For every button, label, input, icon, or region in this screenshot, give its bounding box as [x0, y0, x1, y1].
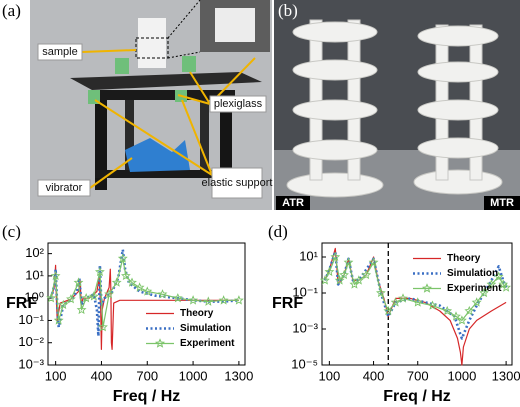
series-line [325, 252, 506, 339]
annotation: vibrator [46, 182, 83, 194]
y-tick-label: 10⁻¹ [18, 312, 44, 327]
y-tick-label: 10⁻³ [292, 320, 318, 335]
x-tick-label: 1300 [224, 368, 253, 383]
x-axis-label: Freq / Hz [113, 388, 181, 405]
disk [293, 60, 377, 80]
y-tick-label: 10⁻⁵ [291, 356, 318, 371]
disk [418, 62, 498, 82]
figure: sample plexiglass vibrator elastic suppo… [0, 0, 520, 407]
annotation: sample [42, 46, 77, 58]
disk [293, 140, 377, 160]
spring [182, 56, 196, 72]
y-tick-label: 10² [25, 245, 44, 260]
legend-label: Simulation [180, 323, 231, 334]
leg [200, 100, 209, 170]
disk [418, 26, 498, 46]
sample-shape [138, 18, 166, 68]
panel-b: ATR MTR (b) [274, 0, 520, 210]
disk [418, 100, 498, 120]
x-axis-label: Freq / Hz [383, 388, 451, 405]
y-tick-label: 10¹ [25, 267, 44, 282]
spring [115, 58, 129, 74]
y-tick-label: 10¹ [299, 248, 318, 263]
x-tick-label: 1000 [447, 368, 476, 383]
y-axis-label: FRF [272, 295, 303, 312]
y-axis-label: FRF [6, 295, 37, 312]
annotation: plexiglass [214, 98, 263, 110]
x-tick-label: 400 [363, 368, 385, 383]
disk [414, 170, 502, 194]
x-tick-label: 1300 [492, 368, 520, 383]
disk [418, 138, 498, 158]
panel-label: (d) [268, 222, 288, 241]
legend-label: Simulation [447, 268, 498, 279]
panel-label: (c) [2, 222, 21, 241]
x-tick-label: 400 [91, 368, 113, 383]
x-tick-label: 1000 [179, 368, 208, 383]
x-tick-label: 700 [407, 368, 429, 383]
x-tick-label: 100 [45, 368, 67, 383]
panel-label: (a) [2, 1, 21, 20]
y-tick-label: 10⁻³ [18, 356, 44, 371]
y-tick-label: 10⁻² [18, 334, 44, 349]
x-tick-label: 700 [136, 368, 158, 383]
sample-tag: MTR [490, 197, 514, 209]
legend-label: Theory [447, 253, 481, 264]
legend-label: Experiment [447, 283, 502, 294]
legend-label: Experiment [180, 338, 235, 349]
sample-tag: ATR [282, 197, 304, 209]
legend-label: Theory [180, 308, 214, 319]
inset-sample [215, 8, 255, 42]
x-tick-label: 100 [319, 368, 341, 383]
panel-a: sample plexiglass vibrator elastic suppo… [0, 0, 272, 210]
disk [287, 173, 383, 197]
series-line [325, 248, 506, 365]
disk [293, 100, 377, 120]
annotation: elastic support [202, 177, 273, 189]
disk [293, 22, 377, 42]
panel-label: (b) [278, 1, 298, 20]
